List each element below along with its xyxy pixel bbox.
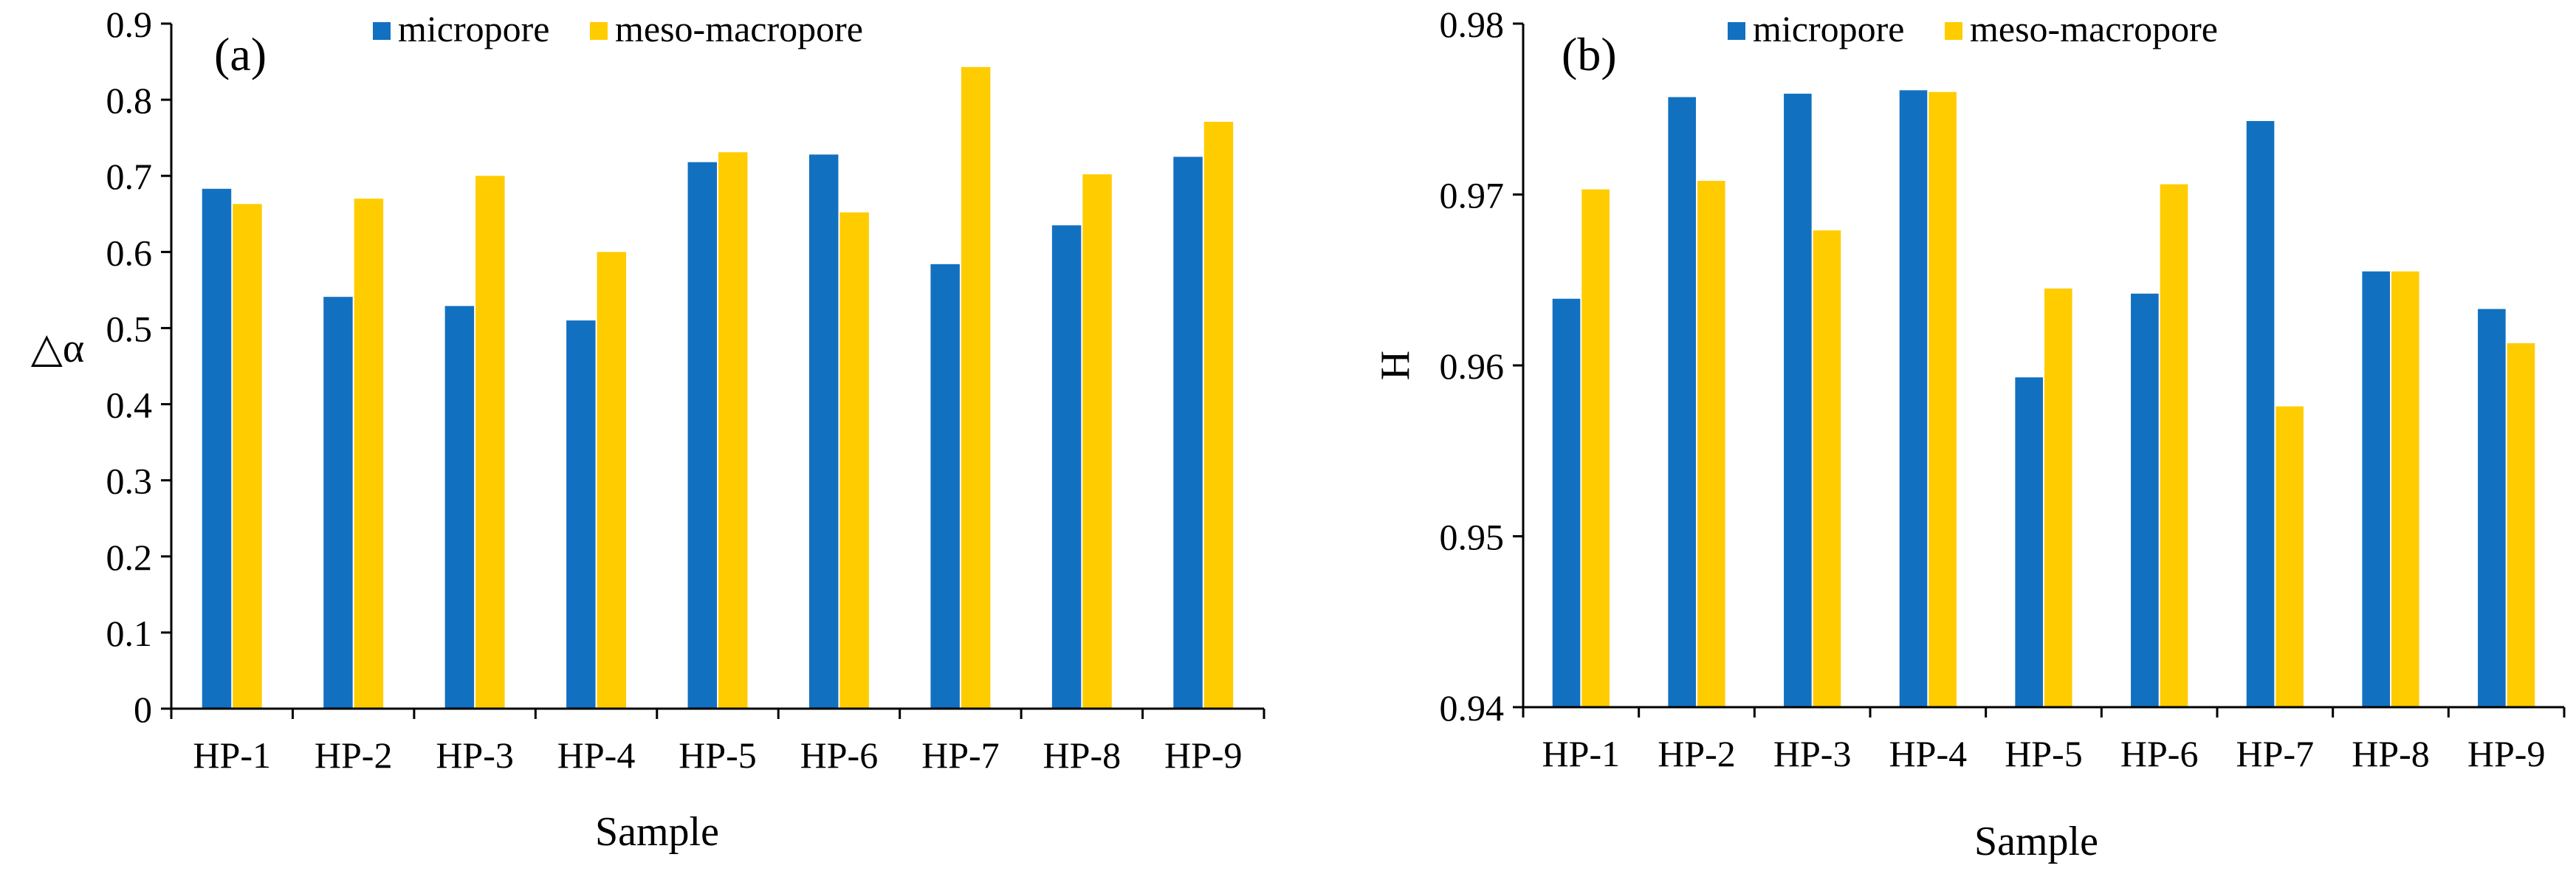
legend-swatch-0 <box>1728 22 1745 40</box>
chart-a: 0 0.1 0.2 0.3 0.4 0.5 0.6 0.7 0.8 0.9 HP-1 HP-2 HP-3… <box>31 4 1265 855</box>
legend-label-1: meso-macropore <box>615 8 863 49</box>
x-tick-label: HP-4 <box>1889 733 1968 774</box>
legend-swatch-1 <box>1945 22 1962 40</box>
x-tick-label: HP-5 <box>2005 733 2083 774</box>
y-tick-label: 0.9 <box>106 4 153 45</box>
x-tick-label: HP-1 <box>1542 733 1621 774</box>
chart-b: 0.94 0.95 0.96 0.97 0.98 HP-1 HP-2 HP-3 HP-4 HP-5… <box>1373 4 2566 864</box>
x-tick-label: HP-8 <box>1043 734 1122 776</box>
bar-mesomacropore-hp-3 <box>1813 230 1841 707</box>
bar-mesomacropore-hp-5 <box>718 152 748 709</box>
x-tick-label: HP-4 <box>557 734 636 776</box>
x-tick-label: HP-9 <box>2467 733 2546 774</box>
y-tick-label: 0.97 <box>1440 175 1505 216</box>
bar-micropore-hp-1 <box>202 188 232 709</box>
bar-mesomacropore-hp-7 <box>961 66 991 709</box>
y-axis-title: △α <box>31 326 84 371</box>
bar-micropore-hp-8 <box>1051 225 1082 709</box>
bar-micropore-hp-2 <box>323 297 353 709</box>
bar-micropore-hp-7 <box>2246 120 2275 707</box>
x-tick-label: HP-7 <box>2236 733 2315 774</box>
bar-micropore-hp-5 <box>2015 377 2043 707</box>
x-tick-label: HP-9 <box>1164 734 1243 776</box>
bar-mesomacropore-hp-2 <box>354 199 384 709</box>
x-tick-label: HP-3 <box>436 734 514 776</box>
bar-mesomacropore-hp-5 <box>2044 288 2072 707</box>
bar-micropore-hp-8 <box>2362 271 2390 707</box>
x-tick-label: HP-7 <box>921 734 1000 776</box>
legend-label-0: micropore <box>398 8 549 49</box>
panel-label: (a) <box>214 28 267 80</box>
bar-mesomacropore-hp-4 <box>1928 92 1957 708</box>
y-tick-label: 0.96 <box>1440 345 1505 387</box>
bar-micropore-hp-9 <box>2478 309 2506 708</box>
x-axis-title: Sample <box>595 809 719 855</box>
y-tick-label: 0.4 <box>106 385 153 426</box>
x-tick-label: HP-3 <box>1773 733 1852 774</box>
bar-mesomacropore-hp-8 <box>1082 174 1112 709</box>
y-tick-label: 0.94 <box>1440 687 1505 729</box>
y-tick-label: 0.98 <box>1440 4 1505 45</box>
x-tick-label: HP-6 <box>2120 733 2199 774</box>
bar-mesomacropore-hp-1 <box>1581 189 1610 707</box>
panel-label: (b) <box>1562 28 1617 80</box>
x-tick-label: HP-2 <box>315 734 393 776</box>
x-tick-label: HP-6 <box>800 734 879 776</box>
x-tick-label: HP-1 <box>193 734 271 776</box>
bar-micropore-hp-3 <box>444 306 475 709</box>
bar-mesomacropore-hp-6 <box>839 212 869 709</box>
y-tick-label: 0.2 <box>106 537 153 578</box>
x-tick-label: HP-5 <box>679 734 757 776</box>
bar-micropore-hp-9 <box>1173 156 1203 709</box>
bar-mesomacropore-hp-3 <box>475 176 505 709</box>
legend-label-0: micropore <box>1753 8 1904 49</box>
bar-micropore-hp-6 <box>2131 293 2159 707</box>
bar-micropore-hp-4 <box>566 320 596 709</box>
bar-mesomacropore-hp-2 <box>1697 180 1725 708</box>
y-tick-label: 0 <box>134 689 152 730</box>
bar-micropore-hp-1 <box>1552 298 1581 708</box>
y-tick-label: 0.1 <box>106 613 153 654</box>
y-tick-label: 0.8 <box>106 80 153 121</box>
legend-swatch-0 <box>373 22 391 40</box>
bar-mesomacropore-hp-9 <box>2507 343 2535 707</box>
y-tick-label: 0.7 <box>106 156 153 197</box>
legend-label-1: meso-macropore <box>1970 8 2218 49</box>
bar-mesomacropore-hp-8 <box>2391 271 2419 707</box>
bar-micropore-hp-4 <box>1899 90 1928 707</box>
bar-micropore-hp-5 <box>687 162 717 709</box>
legend-swatch-1 <box>590 22 608 40</box>
bar-mesomacropore-hp-9 <box>1203 122 1234 709</box>
x-tick-label: HP-2 <box>1658 733 1736 774</box>
y-tick-label: 0.6 <box>106 232 153 273</box>
bar-micropore-hp-3 <box>1784 93 1812 708</box>
y-tick-label: 0.3 <box>106 461 153 502</box>
bar-mesomacropore-hp-6 <box>2160 184 2188 708</box>
bar-micropore-hp-7 <box>930 264 960 709</box>
bar-mesomacropore-hp-4 <box>597 252 627 709</box>
y-tick-label: 0.95 <box>1440 517 1505 558</box>
bar-micropore-hp-6 <box>808 154 839 709</box>
y-tick-label: 0.5 <box>106 308 153 349</box>
y-axis-title: H <box>1373 351 1418 380</box>
bar-mesomacropore-hp-7 <box>2276 406 2304 707</box>
x-axis-title: Sample <box>1974 819 2098 864</box>
x-tick-label: HP-8 <box>2352 733 2430 774</box>
bar-mesomacropore-hp-1 <box>233 204 262 709</box>
bar-micropore-hp-2 <box>1668 97 1696 708</box>
